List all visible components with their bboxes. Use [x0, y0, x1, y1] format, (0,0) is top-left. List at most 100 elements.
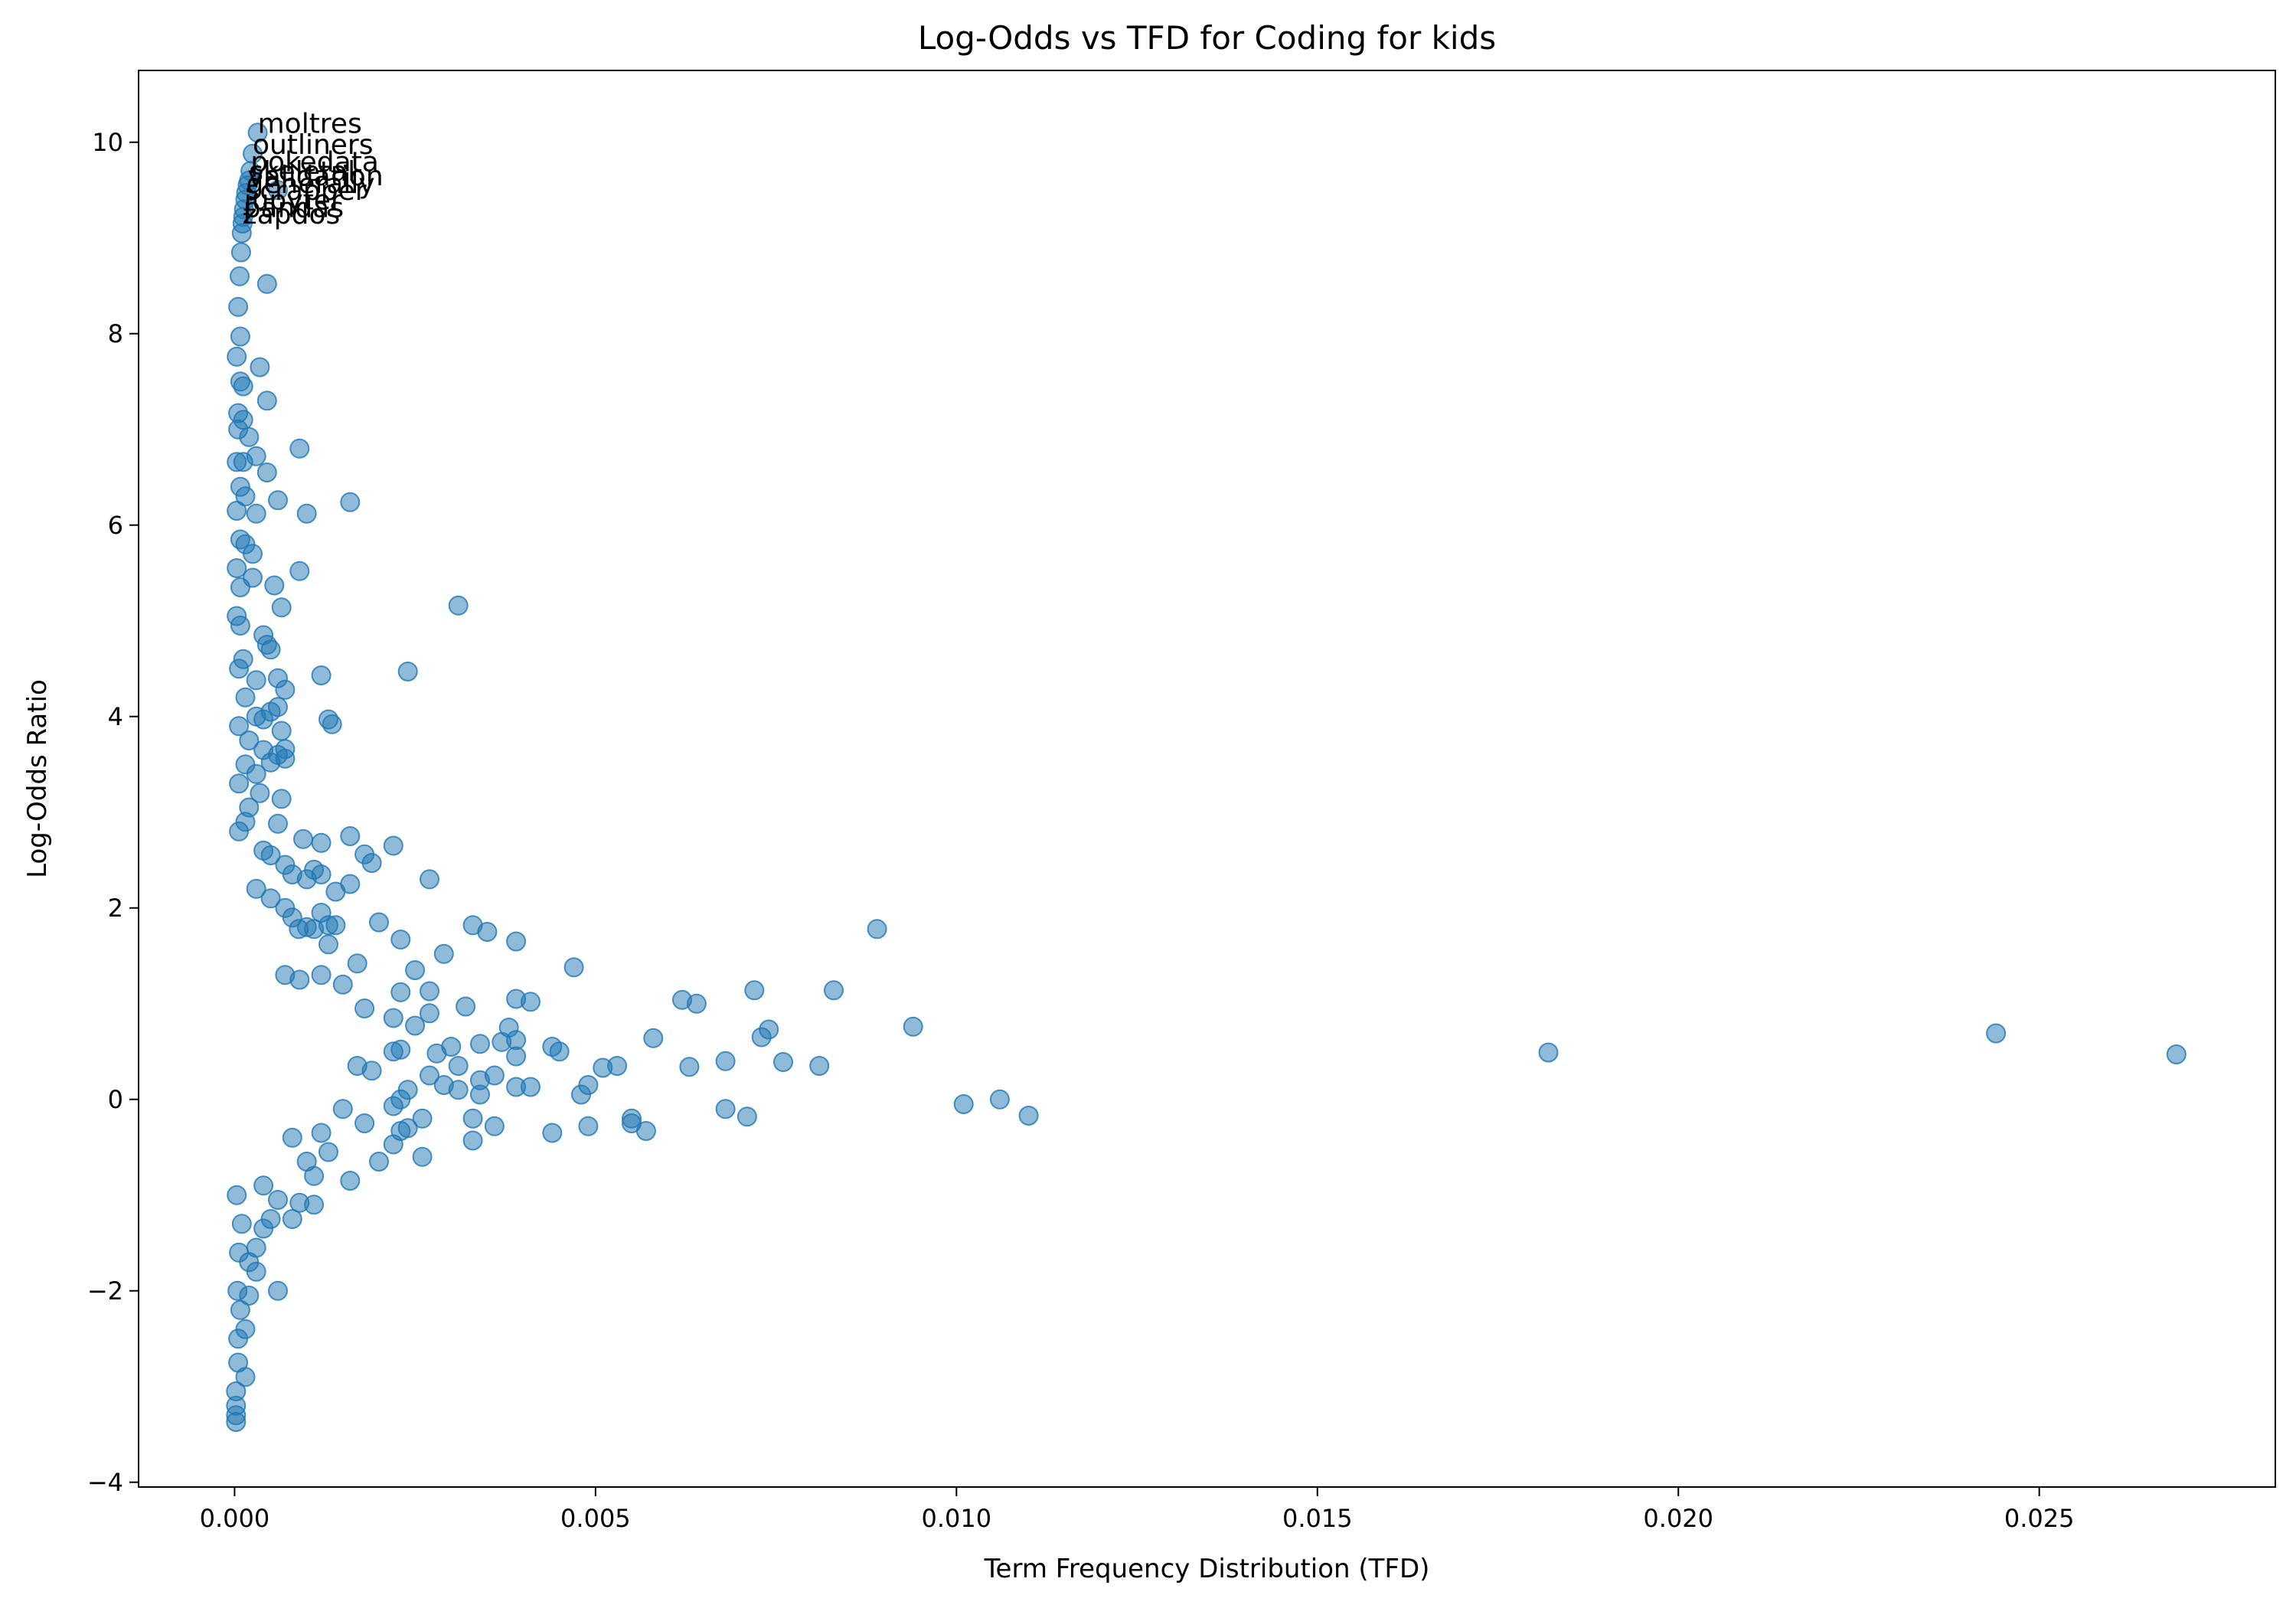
data-point: [237, 688, 255, 707]
data-point: [240, 428, 258, 446]
data-point: [298, 1152, 316, 1171]
data-point: [227, 1413, 245, 1431]
data-point: [2167, 1045, 2186, 1064]
data-point: [326, 916, 345, 934]
data-point: [1020, 1106, 1038, 1125]
data-point: [464, 1132, 482, 1150]
data-point: [370, 913, 388, 932]
data-point: [298, 505, 316, 523]
point-annotation: zapdos: [243, 199, 340, 230]
data-point: [231, 616, 250, 635]
data-point: [229, 1329, 247, 1348]
data-point: [227, 348, 246, 366]
data-point: [247, 447, 266, 466]
data-point: [230, 774, 248, 793]
data-point: [355, 1114, 374, 1132]
data-point: [753, 1028, 771, 1047]
data-point: [565, 958, 583, 976]
data-point: [745, 981, 763, 999]
data-point: [273, 789, 291, 808]
data-point: [825, 981, 843, 999]
data-point: [233, 1214, 251, 1233]
data-point: [717, 1100, 735, 1118]
data-point: [254, 1220, 273, 1238]
data-point: [294, 830, 312, 848]
y-tick-label: 8: [108, 319, 123, 348]
data-point: [810, 1057, 828, 1075]
data-point: [319, 935, 338, 953]
data-point: [247, 765, 266, 783]
data-point: [334, 1100, 352, 1118]
data-point: [258, 275, 276, 293]
data-point: [579, 1117, 597, 1136]
data-point: [228, 1282, 247, 1300]
data-point: [471, 1034, 489, 1053]
data-point: [254, 1176, 273, 1195]
data-point: [384, 837, 403, 855]
data-point: [247, 671, 266, 689]
data-point: [289, 920, 308, 938]
data-point: [250, 358, 269, 377]
data-point: [269, 491, 287, 509]
data-point: [420, 870, 439, 888]
y-axis-label: Log-Odds Ratio: [22, 679, 53, 878]
y-tick-label: 2: [108, 894, 123, 923]
data-point: [323, 715, 341, 734]
data-point: [363, 1061, 381, 1080]
data-point: [319, 1143, 338, 1162]
y-tick-label: −2: [87, 1276, 123, 1306]
data-point: [312, 1124, 331, 1142]
x-tick-label: 0.015: [1282, 1504, 1353, 1533]
data-point: [231, 328, 250, 346]
data-point: [384, 1136, 403, 1154]
data-point: [283, 1129, 302, 1147]
data-point: [227, 502, 246, 520]
data-point: [273, 598, 291, 616]
data-point: [449, 1057, 468, 1075]
data-point: [435, 945, 453, 963]
data-point: [355, 999, 374, 1018]
data-point: [464, 1110, 482, 1128]
chart-title: Log-Odds vs TFD for Coding for kids: [918, 19, 1496, 57]
data-point: [399, 662, 417, 681]
data-point: [276, 681, 294, 699]
data-point: [543, 1124, 561, 1142]
x-tick-label: 0.005: [560, 1504, 631, 1533]
data-point: [312, 834, 331, 852]
y-tick-label: 10: [92, 128, 123, 157]
data-point: [471, 1086, 489, 1104]
data-point: [868, 920, 887, 938]
data-point: [384, 1097, 403, 1116]
y-tick-label: 4: [108, 702, 123, 731]
data-point: [687, 995, 706, 1013]
data-point: [572, 1086, 590, 1104]
data-point: [334, 976, 352, 994]
x-tick-label: 0.025: [2004, 1504, 2075, 1533]
data-point: [507, 990, 525, 1008]
x-tick-label: 0.000: [200, 1504, 270, 1533]
data-point: [290, 440, 309, 458]
y-tick-label: −4: [87, 1468, 123, 1497]
data-point: [269, 1191, 287, 1209]
data-point: [420, 1004, 439, 1022]
data-point: [955, 1095, 973, 1113]
data-point: [341, 827, 359, 845]
data-point: [312, 966, 331, 984]
data-point: [449, 1080, 468, 1099]
data-point: [254, 711, 273, 729]
data-point: [227, 1186, 246, 1204]
data-point: [391, 983, 410, 1002]
data-point: [550, 1042, 569, 1061]
data-point: [420, 982, 439, 1001]
data-point: [608, 1057, 626, 1075]
data-point: [384, 1009, 403, 1028]
data-point: [234, 377, 253, 396]
data-point: [1540, 1044, 1558, 1062]
x-axis-label: Term Frequency Distribution (TFD): [984, 1554, 1430, 1584]
data-point: [247, 505, 266, 523]
data-point: [283, 1210, 302, 1228]
data-point: [231, 1301, 250, 1319]
x-tick-label: 0.020: [1643, 1504, 1713, 1533]
